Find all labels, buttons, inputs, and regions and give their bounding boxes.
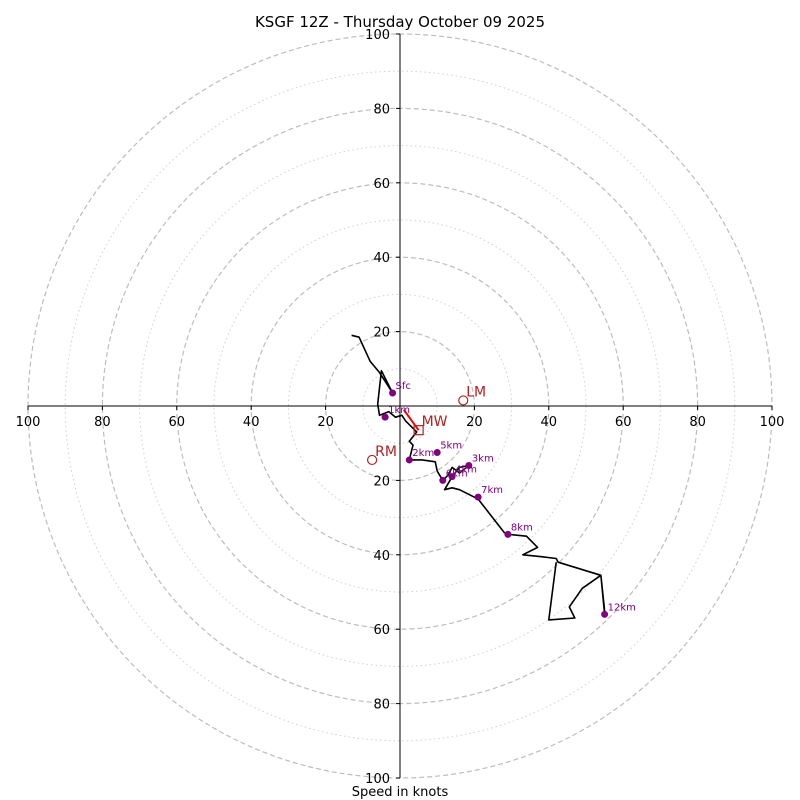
height-marker-label: 3km: [472, 454, 494, 465]
storm-motion-marker: [458, 395, 469, 406]
x-tick-label: 80: [689, 415, 706, 430]
height-marker: [504, 530, 512, 538]
height-marker-label: 4km: [455, 465, 477, 476]
x-tick-label: 20: [466, 415, 483, 430]
mean-wind-vector: [402, 409, 420, 431]
y-tick-label-bottom: 100: [365, 772, 390, 787]
height-marker-label: 12km: [608, 602, 636, 613]
x-tick-label: 60: [615, 415, 632, 430]
y-tick-label-top: 60: [373, 177, 390, 192]
y-tick-label-bottom: 20: [373, 474, 390, 489]
y-tick-label-bottom: 40: [373, 549, 390, 564]
x-tick-label: 100: [16, 415, 41, 430]
height-marker-label: 2km: [412, 448, 434, 459]
x-axis-label: Speed in knots: [352, 785, 449, 800]
tick-labels: 100 80 60 40 20 20 40 60 80 100 20 40 60 80 100 20 40 60 8…: [16, 28, 785, 787]
y-tick-label-top: 100: [365, 28, 390, 43]
height-marker-label: 6km: [446, 468, 468, 479]
x-tick-label: 20: [317, 415, 334, 430]
height-marker: [601, 610, 609, 618]
height-marker: [439, 476, 447, 484]
x-tick-label: 80: [94, 415, 111, 430]
x-tick-label: 40: [541, 415, 558, 430]
height-marker: [381, 413, 389, 421]
height-marker: [474, 493, 482, 501]
height-marker: [405, 456, 413, 464]
x-tick-label: 60: [169, 415, 186, 430]
y-tick-label-top: 40: [373, 251, 390, 266]
chart-title: KSGF 12Z - Thursday October 09 2025: [255, 13, 545, 31]
y-tick-label-bottom: 80: [373, 698, 390, 713]
height-marker-label: 1km: [388, 405, 410, 416]
height-marker-label: 5km: [440, 441, 462, 452]
height-marker: [389, 389, 397, 397]
storm-motion-marker: [367, 454, 378, 466]
height-marker-label: 7km: [481, 485, 503, 496]
height-marker: [448, 473, 456, 481]
y-tick-label-top: 20: [373, 326, 390, 341]
height-marker-label: 8km: [511, 522, 533, 533]
height-marker: [433, 449, 441, 456]
storm-motion-label: RM: [375, 444, 397, 460]
x-tick-label: 40: [243, 415, 260, 430]
y-tick-label-top: 80: [373, 102, 390, 117]
mean-wind-marker: [413, 425, 424, 436]
storm-motion-label: MW: [422, 414, 448, 430]
height-marker-label: Sfc: [396, 381, 411, 392]
storm-motion-label: LM: [466, 384, 486, 400]
x-tick-label: 100: [760, 415, 785, 430]
y-tick-label-bottom: 60: [373, 623, 390, 638]
storm-motion-markers: LM RM MW: [367, 384, 486, 466]
axes: [27, 33, 773, 779]
height-marker: [465, 462, 473, 470]
